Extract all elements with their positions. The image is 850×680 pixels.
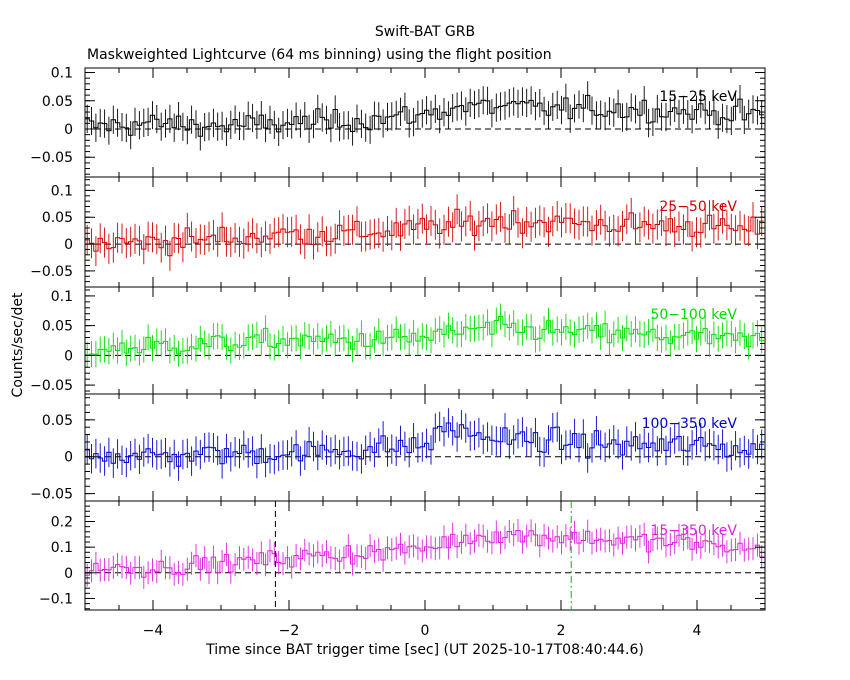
y-tick-label: 0.1 xyxy=(51,540,73,556)
error-bars xyxy=(86,519,763,589)
panels-group: 0.1 0.05 0 −0.05 15−25 keV 0.1 0.05 0 −0.05 25−50… xyxy=(30,66,766,639)
x-tick-label: −4 xyxy=(143,623,164,639)
x-tick-label: 2 xyxy=(557,623,566,639)
chart-title: Swift-BAT GRB xyxy=(375,24,475,40)
y-tick-label: 0.1 xyxy=(51,66,73,82)
error-bars xyxy=(86,81,763,151)
y-tick-label: 0.2 xyxy=(51,515,73,531)
y-axis-label: Counts/sec/det xyxy=(10,292,26,397)
chart-subtitle: Maskweighted Lightcurve (64 ms binning) … xyxy=(87,47,552,63)
y-tick-label: −0.05 xyxy=(30,150,73,166)
band-label: 100−350 keV xyxy=(642,416,738,432)
y-tick-label: 0 xyxy=(64,450,73,466)
y-tick-label: 0.1 xyxy=(51,289,73,305)
y-tick-label: 0 xyxy=(64,122,73,138)
y-tick-label: 0.05 xyxy=(42,210,73,226)
y-tick-label: −0.1 xyxy=(39,591,73,607)
data-series xyxy=(85,408,764,481)
lightcurve-step xyxy=(85,530,764,578)
lightcurve-step xyxy=(85,422,764,467)
band-label: 50−100 keV xyxy=(650,307,737,323)
y-tick-label: 0 xyxy=(64,566,73,582)
data-series xyxy=(85,81,764,151)
y-tick-label: 0.05 xyxy=(42,413,73,429)
y-tick-label: 0.1 xyxy=(51,183,73,199)
x-tick-label: 0 xyxy=(421,623,430,639)
error-bars xyxy=(86,194,763,271)
panel-frame xyxy=(84,500,766,611)
panel-3: 0.1 0.05 0 −0.05 50−100 keV xyxy=(30,286,766,395)
data-series xyxy=(85,194,764,271)
lightcurve-step xyxy=(85,316,764,356)
y-tick-label: −0.05 xyxy=(30,378,73,394)
band-label: 25−50 keV xyxy=(659,199,737,215)
x-tick-label: 4 xyxy=(693,623,702,639)
x-tick-label: −2 xyxy=(279,623,300,639)
error-bars xyxy=(86,408,763,481)
band-label: 15−25 keV xyxy=(659,89,737,105)
data-series xyxy=(85,519,764,589)
y-tick-label: −0.05 xyxy=(30,487,73,503)
y-tick-label: 0 xyxy=(64,237,73,253)
panel-4: 0.05 0 −0.05 100−350 keV xyxy=(30,393,766,503)
y-tick-label: 0.05 xyxy=(42,319,73,335)
panel-2: 0.1 0.05 0 −0.05 25−50 keV xyxy=(30,176,766,288)
band-label: 15−350 keV xyxy=(650,523,737,539)
lightcurve-step xyxy=(85,94,764,137)
x-axis-label: Time since BAT trigger time [sec] (UT 20… xyxy=(205,642,644,658)
y-tick-label: −0.05 xyxy=(30,264,73,280)
lightcurve-step xyxy=(85,208,764,257)
y-tick-label: 0.05 xyxy=(42,94,73,110)
y-tick-label: 0 xyxy=(64,348,73,364)
panel-1: 0.1 0.05 0 −0.05 15−25 keV xyxy=(30,66,766,178)
panel-5: 0.2 0.1 0 −0.1 15−350 keV xyxy=(39,500,766,611)
